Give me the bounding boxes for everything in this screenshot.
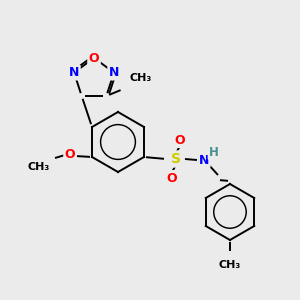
Text: CH₃: CH₃ bbox=[129, 73, 152, 83]
Text: S: S bbox=[171, 152, 181, 166]
Text: O: O bbox=[65, 148, 75, 160]
Text: O: O bbox=[175, 134, 185, 146]
Text: CH₃: CH₃ bbox=[219, 260, 241, 270]
Text: N: N bbox=[109, 66, 119, 79]
Text: O: O bbox=[89, 52, 99, 64]
Text: H: H bbox=[209, 146, 219, 158]
Text: N: N bbox=[69, 66, 79, 79]
Text: O: O bbox=[167, 172, 177, 184]
Text: N: N bbox=[199, 154, 209, 166]
Text: CH₃: CH₃ bbox=[28, 162, 50, 172]
